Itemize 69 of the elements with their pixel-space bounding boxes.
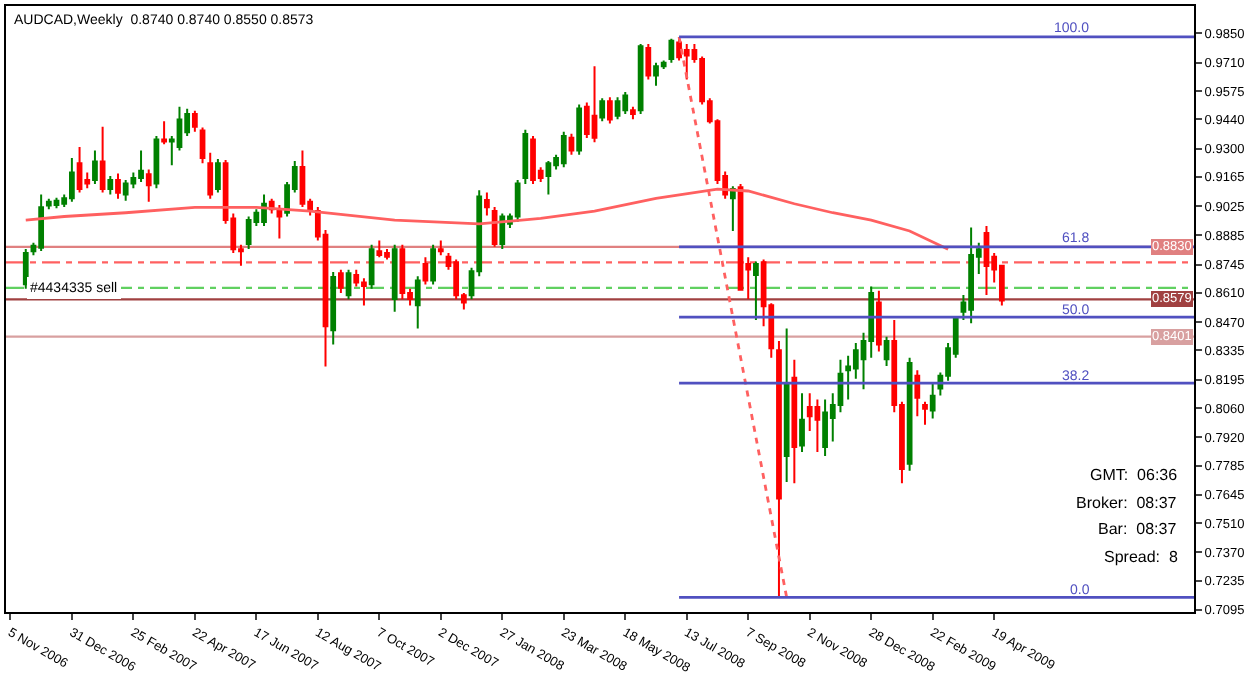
- candlestick: [776, 340, 782, 599]
- candlestick: [430, 243, 436, 286]
- candlestick: [414, 275, 421, 330]
- candlestick: [361, 277, 367, 307]
- candlestick: [876, 289, 882, 353]
- candlestick: [668, 37, 675, 64]
- candlestick: [614, 96, 621, 121]
- candlestick: [384, 247, 390, 261]
- candlestick: [368, 243, 375, 290]
- candlestick: [591, 65, 598, 144]
- candlestick: [568, 132, 575, 156]
- candlestick: [376, 239, 383, 259]
- candlestick: [53, 196, 60, 210]
- candlestick: [122, 178, 129, 202]
- annotation: Bar: 08:37: [1098, 520, 1178, 538]
- annotation: Broker: 08:37: [1076, 494, 1178, 512]
- candlestick: [922, 400, 928, 426]
- candlestick: [38, 193, 45, 253]
- candlestick: [92, 149, 98, 186]
- candlestick: [814, 398, 821, 453]
- candlestick: [545, 160, 552, 196]
- candlestick: [338, 268, 344, 294]
- candlestick: [138, 149, 144, 183]
- candlestick: [560, 130, 567, 169]
- candlestick: [399, 243, 406, 301]
- candlestick: [983, 224, 990, 296]
- candlestick: [299, 149, 306, 209]
- candlestick: [215, 157, 221, 194]
- candlestick: [653, 61, 659, 87]
- candlestick: [261, 193, 267, 227]
- candlestick: [622, 91, 629, 115]
- candlestick: [576, 103, 583, 156]
- candlestick: [191, 109, 198, 133]
- candlestick: [99, 125, 106, 194]
- candlestick: [753, 260, 759, 322]
- candlestick: [599, 97, 606, 123]
- candlestick: [637, 42, 644, 115]
- candlestick: [345, 268, 352, 301]
- candlestick: [422, 256, 429, 286]
- candlestick: [729, 185, 736, 232]
- candlestick: [607, 96, 613, 125]
- candlestick: [22, 247, 29, 290]
- candlestick: [530, 134, 536, 186]
- candlestick: [76, 146, 83, 194]
- candlestick: [914, 369, 921, 418]
- annotation: Spread: 8: [1104, 548, 1179, 566]
- candlestick: [822, 398, 828, 458]
- candlestick: [107, 175, 114, 196]
- candlestick: [484, 191, 490, 217]
- annotation: GMT: 06:36: [1090, 466, 1179, 484]
- candlestick: [245, 215, 252, 250]
- candlestick: [499, 212, 506, 250]
- candlestick: [645, 42, 652, 81]
- candlestick: [115, 172, 121, 200]
- candlestick: [906, 356, 913, 472]
- candlestick: [968, 226, 974, 325]
- candlestick: [161, 120, 167, 146]
- candlestick: [791, 358, 798, 485]
- candlestick: [330, 270, 337, 346]
- candlestick: [783, 327, 790, 484]
- candlestick: [391, 243, 398, 313]
- candlestick: [437, 239, 444, 257]
- candlestick: [630, 105, 636, 121]
- candlestick: [683, 42, 690, 81]
- candlestick: [883, 335, 890, 368]
- candlestick: [69, 156, 75, 203]
- candlestick: [145, 168, 152, 203]
- candlestick: [276, 204, 283, 240]
- candlestick: [799, 392, 805, 453]
